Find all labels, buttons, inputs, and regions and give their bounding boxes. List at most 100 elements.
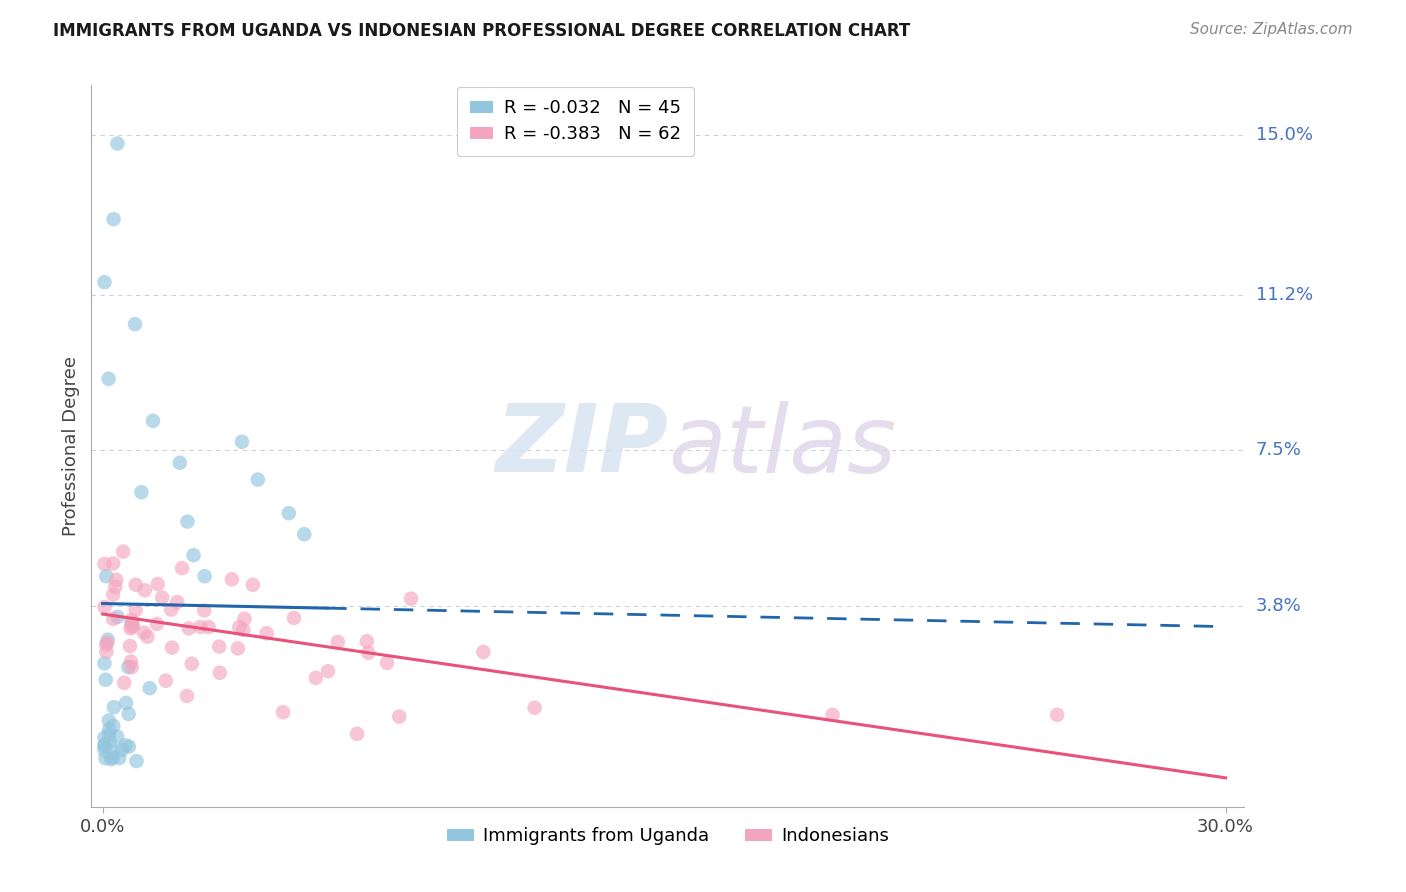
- Point: [246, 473, 269, 487]
- Point: [176, 515, 198, 529]
- Point: [357, 646, 380, 660]
- Point: [93, 731, 115, 745]
- Point: [96, 569, 118, 583]
- Point: [1046, 707, 1069, 722]
- Point: [125, 754, 148, 768]
- Point: [523, 700, 546, 714]
- Text: 7.5%: 7.5%: [1256, 442, 1302, 459]
- Point: [821, 707, 844, 722]
- Point: [121, 616, 143, 631]
- Point: [97, 714, 120, 728]
- Point: [242, 578, 264, 592]
- Text: ZIP: ZIP: [495, 400, 668, 492]
- Point: [166, 595, 188, 609]
- Point: [118, 639, 141, 653]
- Y-axis label: Professional Degree: Professional Degree: [62, 356, 80, 536]
- Point: [103, 719, 125, 733]
- Point: [170, 561, 193, 575]
- Point: [100, 752, 122, 766]
- Point: [114, 739, 136, 753]
- Point: [122, 619, 145, 633]
- Point: [176, 689, 198, 703]
- Point: [316, 664, 339, 678]
- Point: [104, 580, 127, 594]
- Point: [93, 657, 115, 671]
- Point: [160, 602, 183, 616]
- Point: [180, 657, 202, 671]
- Point: [101, 750, 124, 764]
- Point: [375, 656, 398, 670]
- Point: [93, 275, 115, 289]
- Text: atlas: atlas: [668, 401, 896, 491]
- Point: [197, 620, 219, 634]
- Point: [98, 728, 121, 742]
- Point: [103, 212, 125, 227]
- Point: [93, 557, 115, 571]
- Point: [305, 671, 328, 685]
- Point: [226, 641, 249, 656]
- Point: [93, 599, 115, 614]
- Point: [111, 743, 134, 757]
- Point: [150, 591, 173, 605]
- Point: [97, 372, 120, 386]
- Point: [472, 645, 495, 659]
- Point: [277, 506, 299, 520]
- Point: [233, 612, 256, 626]
- Point: [138, 681, 160, 695]
- Point: [120, 613, 142, 627]
- Point: [96, 645, 118, 659]
- Point: [125, 603, 148, 617]
- Point: [98, 735, 121, 749]
- Point: [208, 640, 231, 654]
- Point: [183, 548, 205, 562]
- Point: [94, 673, 117, 687]
- Point: [124, 317, 146, 331]
- Point: [326, 635, 349, 649]
- Text: Source: ZipAtlas.com: Source: ZipAtlas.com: [1189, 22, 1353, 37]
- Point: [271, 705, 294, 719]
- Point: [121, 619, 143, 633]
- Point: [231, 434, 253, 449]
- Point: [292, 527, 315, 541]
- Point: [105, 610, 128, 624]
- Point: [283, 611, 305, 625]
- Point: [93, 739, 115, 753]
- Point: [103, 557, 125, 571]
- Point: [232, 623, 254, 637]
- Text: 15.0%: 15.0%: [1256, 126, 1313, 145]
- Point: [356, 634, 378, 648]
- Point: [131, 485, 153, 500]
- Point: [93, 743, 115, 757]
- Point: [94, 751, 117, 765]
- Point: [142, 414, 165, 428]
- Point: [103, 612, 125, 626]
- Point: [221, 572, 243, 586]
- Legend: Immigrants from Uganda, Indonesians: Immigrants from Uganda, Indonesians: [440, 820, 896, 853]
- Point: [117, 660, 139, 674]
- Point: [98, 723, 121, 737]
- Point: [177, 622, 200, 636]
- Point: [228, 620, 250, 634]
- Point: [146, 616, 169, 631]
- Point: [160, 640, 183, 655]
- Point: [112, 675, 135, 690]
- Point: [190, 620, 212, 634]
- Point: [169, 456, 191, 470]
- Point: [399, 591, 422, 606]
- Point: [120, 622, 142, 636]
- Point: [101, 743, 124, 757]
- Point: [96, 638, 118, 652]
- Point: [346, 727, 368, 741]
- Text: 3.8%: 3.8%: [1256, 597, 1302, 615]
- Point: [105, 730, 128, 744]
- Point: [256, 626, 278, 640]
- Point: [118, 739, 141, 754]
- Point: [125, 577, 148, 591]
- Point: [112, 544, 135, 558]
- Point: [194, 569, 217, 583]
- Point: [105, 573, 128, 587]
- Point: [136, 630, 159, 644]
- Point: [93, 738, 115, 752]
- Point: [118, 706, 141, 721]
- Point: [97, 632, 120, 647]
